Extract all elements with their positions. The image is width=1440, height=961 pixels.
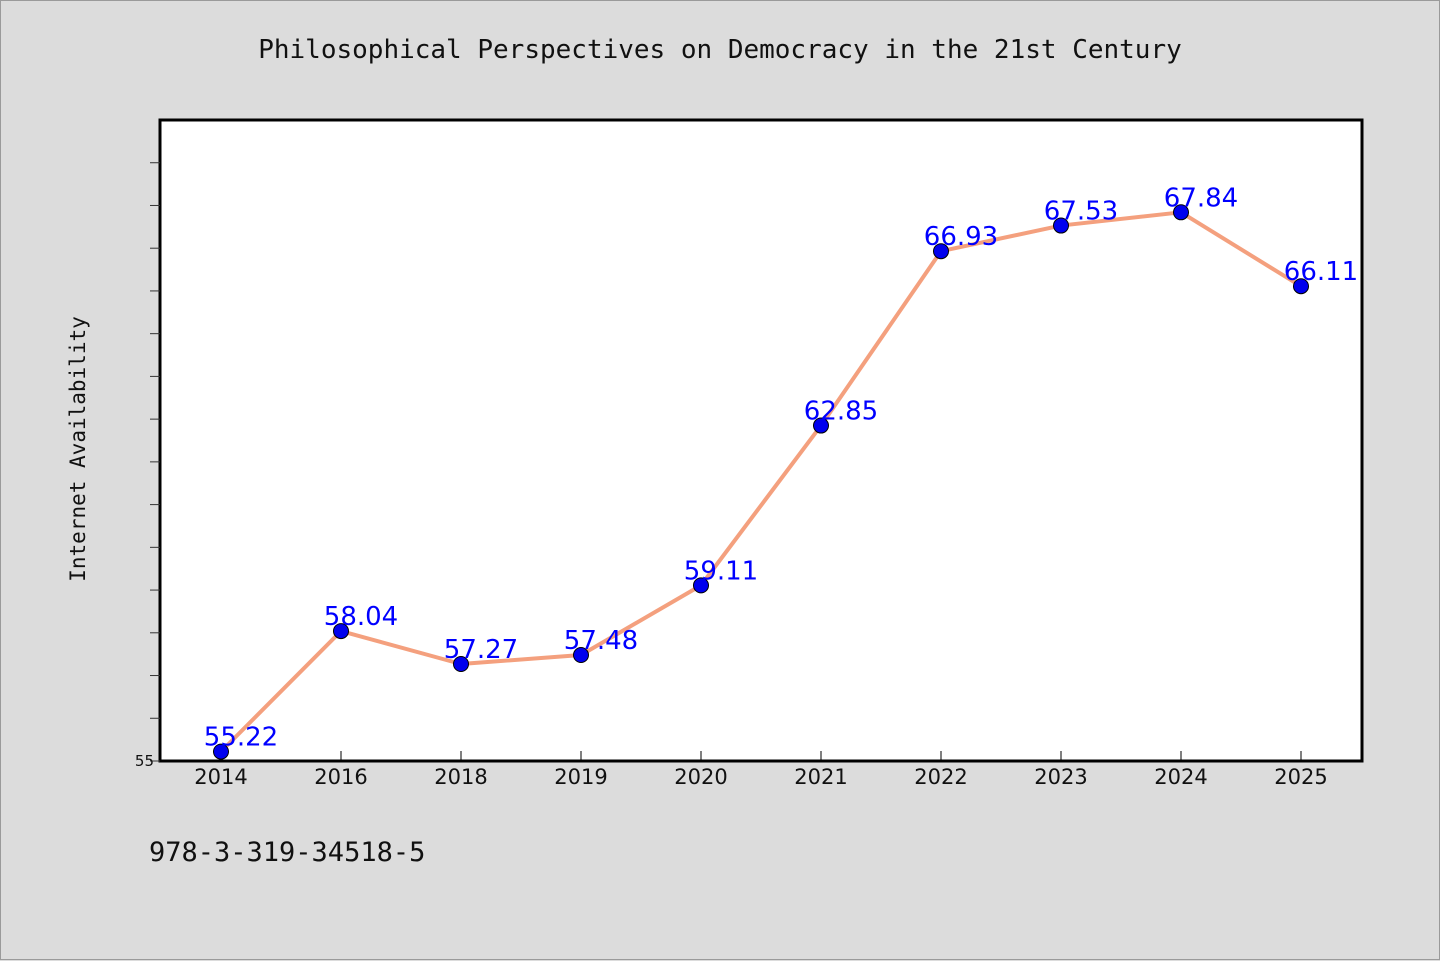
data-label: 66.93 [924, 222, 998, 252]
x-tick-label: 2014 [194, 765, 247, 789]
data-label: 67.84 [1164, 183, 1238, 213]
y-tick-label: 55 [135, 752, 154, 770]
data-point [453, 655, 469, 672]
x-tick-label: 2021 [794, 765, 847, 789]
series-line [219, 210, 1303, 754]
x-tick-label: 2018 [434, 765, 487, 789]
x-tick-label: 2016 [314, 765, 367, 789]
x-tick-label: 2025 [1274, 765, 1327, 789]
data-point [813, 417, 829, 434]
data-point [213, 743, 229, 760]
x-tick-label: 2020 [674, 765, 727, 789]
x-tick-label: 2022 [914, 765, 967, 789]
footer-code: 978-3-319-34518-5 [149, 837, 426, 868]
data-point [933, 243, 949, 260]
data-label: 57.27 [444, 635, 518, 665]
x-tick-label: 2019 [554, 765, 607, 789]
data-point [1293, 278, 1309, 295]
data-label: 57.48 [564, 626, 638, 656]
data-label: 55.22 [204, 723, 278, 753]
data-point [1053, 217, 1069, 234]
chart-title: Philosophical Perspectives on Democracy … [258, 35, 1182, 65]
data-label: 66.11 [1284, 257, 1358, 287]
data-point [573, 647, 589, 664]
data-label: 58.04 [324, 602, 398, 632]
data-label: 59.11 [684, 556, 758, 586]
x-tick-label: 2024 [1154, 765, 1207, 789]
data-label: 62.85 [804, 397, 878, 427]
plot-area [158, 118, 1364, 763]
x-tick-label: 2023 [1034, 765, 1087, 789]
data-point [1173, 204, 1189, 221]
data-point [333, 623, 349, 640]
data-point [693, 577, 709, 594]
data-label: 67.53 [1044, 197, 1118, 227]
